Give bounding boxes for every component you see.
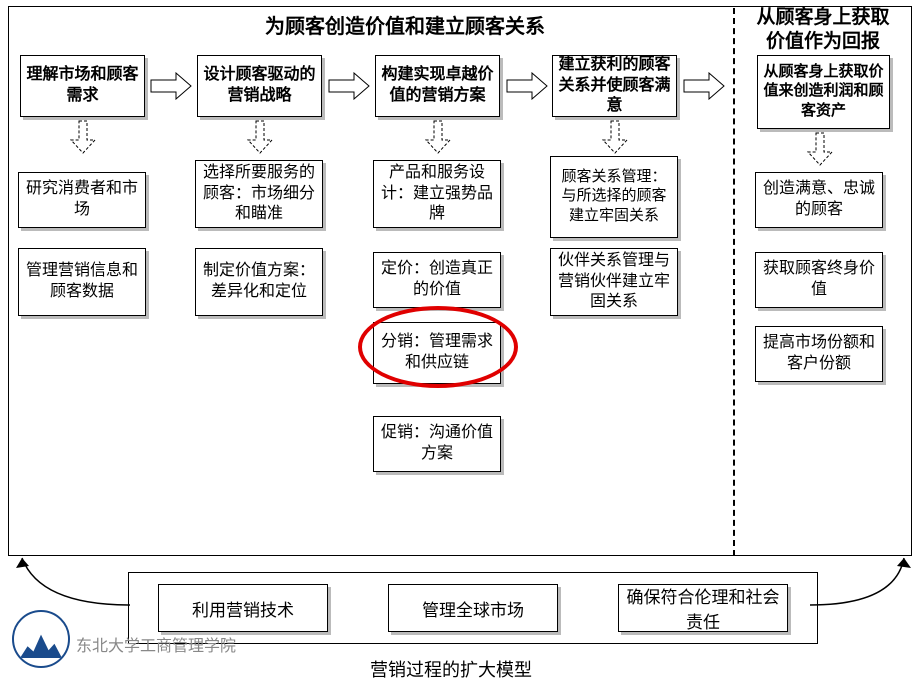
box-global: 管理全球市场 — [388, 584, 558, 632]
box-distribution: 分销：管理需求和供应链 — [373, 322, 501, 384]
box-loyal: 创造满意、忠诚的顾客 — [755, 172, 883, 228]
arrow-down-3 — [425, 120, 451, 154]
arrow-right-2 — [328, 72, 370, 100]
box-design-strategy: 设计顾客驱动的营销战略 — [197, 55, 322, 117]
curve-arrow-left — [10, 550, 140, 610]
vertical-divider — [733, 8, 735, 556]
bottom-label: 营销过程的扩大模型 — [370, 656, 532, 682]
box-tech: 利用营销技术 — [158, 584, 328, 632]
box-ethics: 确保符合伦理和社会责任 — [618, 584, 788, 632]
box-crm: 顾客关系管理：与所选择的顾客建立牢固关系 — [550, 156, 678, 238]
arrow-down-5 — [807, 132, 833, 166]
arrow-down-1 — [70, 120, 96, 154]
box-research: 研究消费者和市场 — [18, 172, 146, 228]
box-share: 提高市场份额和客户份额 — [755, 326, 883, 382]
arrow-right-1 — [150, 72, 192, 100]
footer-text: 东北大学工商管理学院 — [76, 632, 236, 656]
box-product-design: 产品和服务设计：建立强势品牌 — [373, 160, 501, 228]
box-promotion: 促销：沟通价值方案 — [373, 416, 501, 472]
box-build-relationship: 建立获利的顾客关系并使顾客满意 — [552, 55, 677, 117]
arrow-right-3 — [506, 72, 548, 100]
arrow-down-2 — [247, 120, 273, 154]
title-left: 为顾客创造价值和建立顾客关系 — [265, 10, 545, 39]
box-capture-value: 从顾客身上获取价值来创造利润和顾客资产 — [757, 55, 890, 129]
box-value-proposition: 制定价值方案：差异化和定位 — [195, 248, 323, 316]
box-select-customer: 选择所要服务的顾客：市场细分和瞄准 — [195, 160, 323, 228]
box-understand-market: 理解市场和顾客需求 — [20, 55, 145, 117]
title-right: 从顾客身上获取价值作为回报 — [748, 6, 898, 54]
box-manage-info: 管理营销信息和顾客数据 — [18, 248, 146, 316]
box-lifetime: 获取顾客终身价值 — [755, 252, 883, 308]
box-pricing: 定价：创造真正的价值 — [373, 252, 501, 308]
university-logo — [12, 610, 70, 668]
arrow-right-4 — [683, 72, 725, 100]
curve-arrow-right — [800, 550, 920, 610]
arrow-down-4 — [602, 120, 628, 154]
box-build-program: 构建实现卓越价值的营销方案 — [375, 55, 500, 117]
box-partner: 伙伴关系管理与营销伙伴建立牢固关系 — [550, 248, 678, 316]
